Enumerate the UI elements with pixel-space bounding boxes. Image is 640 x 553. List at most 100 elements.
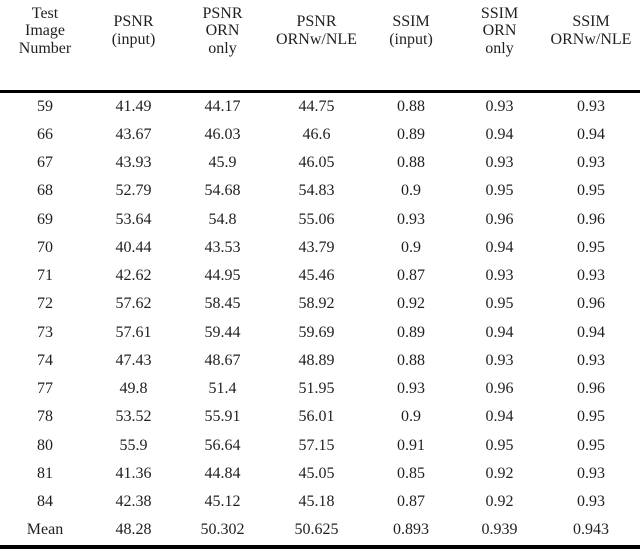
column-header-ssim-orn-only: SSIM ORN only (457, 0, 542, 93)
table-cell: 55.91 (204, 408, 241, 426)
table-cell: 0.93 (577, 267, 605, 285)
header-row: Test Image Number PSNR (input) PSNR ORN on… (0, 0, 640, 93)
table-cell: 0.87 (397, 493, 425, 511)
table-cell: 53.64 (115, 210, 152, 228)
table-cell: 54.83 (298, 182, 335, 200)
table-cell: 0.93 (485, 267, 514, 285)
table-row: 70 40.44 43.53 43.79 0.9 0.94 0.95 (0, 234, 640, 262)
table-cell: 48.28 (90, 516, 177, 549)
column-header-psnr-orn-only: PSNR ORN only (177, 0, 268, 93)
table-cell: 46.03 (204, 125, 241, 143)
table-cell: 43.53 (204, 238, 241, 256)
table-cell: 0.93 (485, 351, 514, 369)
table-cell: 54.8 (208, 210, 237, 228)
table-cell: 0.94 (577, 323, 605, 341)
table-cell: 0.93 (577, 464, 605, 482)
table-cell: 0.9 (401, 182, 421, 200)
table-cell: 46.6 (302, 125, 331, 143)
table-cell: 0.89 (397, 125, 425, 143)
table-cell: 0.96 (577, 380, 605, 398)
table-cell: 0.93 (485, 154, 514, 172)
table-cell: 0.95 (485, 295, 514, 313)
table-cell: 0.94 (485, 408, 514, 426)
row-label: 71 (37, 267, 53, 285)
table-cell: 0.93 (577, 493, 605, 511)
table-row: 68 52.79 54.68 54.83 0.9 0.95 0.95 (0, 177, 640, 205)
table-cell: 0.85 (397, 464, 425, 482)
table-cell: 45.9 (208, 154, 237, 172)
table-cell: 0.893 (365, 516, 457, 549)
row-label: 80 (37, 436, 53, 454)
table-cell: 0.96 (485, 380, 514, 398)
table-row: 67 43.93 45.9 46.05 0.88 0.93 0.93 (0, 149, 640, 177)
row-label: 77 (37, 380, 53, 398)
table-cell: 51.95 (298, 380, 335, 398)
column-header-psnr-input: PSNR (input) (90, 0, 177, 93)
column-header-ssim-ornw-nle: SSIM ORNw/NLE (542, 0, 640, 93)
table-cell: 0.95 (577, 182, 605, 200)
table-cell: 0.88 (397, 97, 425, 115)
table-cell: 50.625 (268, 516, 365, 549)
table-cell: 0.93 (397, 380, 425, 398)
table-cell: 0.9 (401, 238, 421, 256)
table-cell: 0.94 (485, 323, 514, 341)
table-cell: 0.91 (397, 436, 425, 454)
table-cell: 0.96 (577, 295, 605, 313)
table-cell: 44.84 (204, 464, 241, 482)
table-body: 59 41.49 44.17 44.75 0.88 0.93 0.93 66 43.67 46.0… (0, 91, 640, 549)
table-cell: 59.69 (298, 323, 335, 341)
row-label: 73 (37, 323, 53, 341)
table-cell: 45.18 (298, 493, 335, 511)
table-cell: 48.67 (204, 351, 241, 369)
row-label: 66 (37, 125, 53, 143)
table-cell: 0.92 (485, 493, 514, 511)
table-cell: 57.61 (115, 323, 152, 341)
table-cell: 45.12 (204, 493, 241, 511)
table-row: 81 41.36 44.84 45.05 0.85 0.92 0.93 (0, 460, 640, 488)
column-header-psnr-ornw-nle: PSNR ORNw/NLE (268, 0, 365, 93)
table-cell: 0.93 (485, 97, 514, 115)
table-row: 66 43.67 46.03 46.6 0.89 0.94 0.94 (0, 121, 640, 149)
table-cell: 0.89 (397, 323, 425, 341)
row-label: 59 (37, 97, 53, 115)
table-cell: 0.93 (397, 210, 425, 228)
table-cell: 0.9 (401, 408, 421, 426)
table-row: 84 42.38 45.12 45.18 0.87 0.92 0.93 (0, 488, 640, 516)
table-cell: 45.05 (298, 464, 335, 482)
table-cell: 0.94 (485, 125, 514, 143)
row-label: 67 (37, 154, 53, 172)
table-cell: 44.75 (298, 97, 335, 115)
table-cell: 0.95 (577, 238, 605, 256)
table-cell: 41.49 (115, 97, 152, 115)
table-cell: 43.79 (298, 238, 335, 256)
table-cell: 0.92 (397, 295, 425, 313)
table-cell: 0.95 (577, 436, 605, 454)
table-cell: 45.46 (298, 267, 335, 285)
table-cell: 53.52 (115, 408, 152, 426)
table-cell: 0.93 (577, 154, 605, 172)
table-cell: 49.8 (119, 380, 148, 398)
table-cell: 59.44 (204, 323, 241, 341)
table-cell: 51.4 (208, 380, 237, 398)
table-cell: 50.302 (177, 516, 268, 549)
table-row: 80 55.9 56.64 57.15 0.91 0.95 0.95 (0, 432, 640, 460)
table-cell: 0.95 (485, 436, 514, 454)
table-cell: 0.939 (457, 516, 542, 549)
table-row: 74 47.43 48.67 48.89 0.88 0.93 0.93 (0, 347, 640, 375)
table-row: 69 53.64 54.8 55.06 0.93 0.96 0.96 (0, 206, 640, 234)
table-cell: 0.88 (397, 154, 425, 172)
table-row-mean: Mean 48.28 50.302 50.625 0.893 0.939 0.943 (0, 516, 640, 549)
table-cell: 0.95 (577, 408, 605, 426)
table-row: 73 57.61 59.44 59.69 0.89 0.94 0.94 (0, 319, 640, 347)
table-cell: 56.01 (298, 408, 335, 426)
table-row: 71 42.62 44.95 45.46 0.87 0.93 0.93 (0, 262, 640, 290)
table-cell: 0.88 (397, 351, 425, 369)
table-cell: 40.44 (115, 238, 152, 256)
row-label: 70 (37, 238, 53, 256)
table-row: 78 53.52 55.91 56.01 0.9 0.94 0.95 (0, 403, 640, 431)
table-cell: 0.87 (397, 267, 425, 285)
table-cell: 55.06 (298, 210, 335, 228)
row-label: 74 (37, 351, 53, 369)
row-label: 84 (37, 493, 53, 511)
